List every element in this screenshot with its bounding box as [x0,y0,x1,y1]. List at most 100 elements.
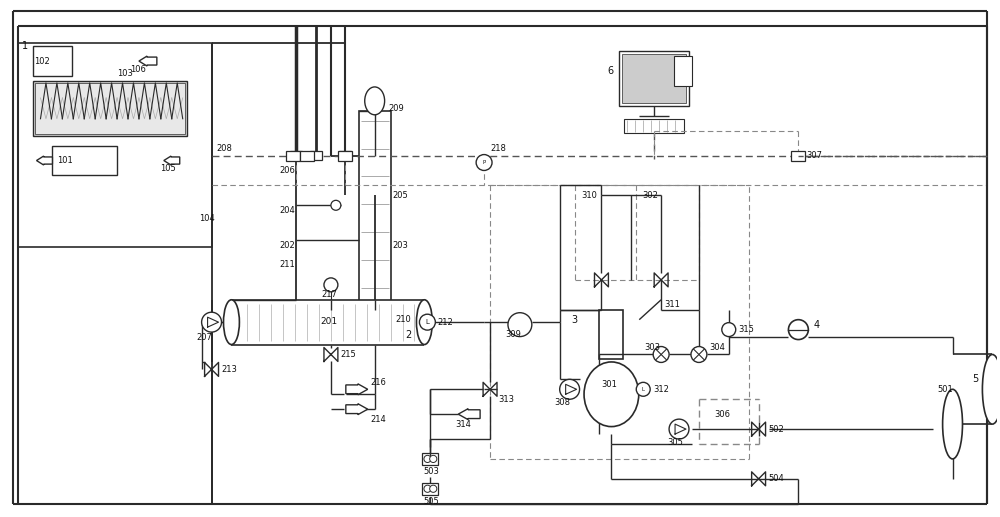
Text: 501: 501 [938,385,953,394]
Text: 314: 314 [455,420,471,429]
Text: 306: 306 [714,409,730,419]
Text: 315: 315 [739,325,755,334]
Polygon shape [37,156,52,165]
Bar [286,150,300,161]
Bar [231,300,424,344]
Circle shape [424,455,431,463]
Text: 204: 204 [279,206,295,215]
Ellipse shape [943,389,963,459]
Circle shape [669,419,689,439]
Text: 106: 106 [130,65,146,73]
Text: 202: 202 [279,240,295,250]
Bar [18,43,212,247]
Text: P: P [482,160,486,165]
Text: 105: 105 [160,164,176,173]
Text: L: L [642,387,645,392]
Bar [599,310,623,359]
Bar [622,54,686,103]
Text: 5: 5 [972,374,979,384]
Circle shape [430,455,437,463]
Text: 212: 212 [437,317,453,327]
Ellipse shape [416,300,432,344]
Bar [619,51,689,106]
Text: 1: 1 [22,41,28,51]
Text: 206: 206 [279,166,295,175]
Text: 209: 209 [389,104,404,113]
Text: 101: 101 [57,156,73,165]
Text: 504: 504 [769,474,784,483]
Circle shape [476,155,492,171]
Text: 102: 102 [35,56,50,66]
Text: 103: 103 [117,69,133,79]
Text: 301: 301 [601,380,617,389]
Circle shape [419,314,435,330]
Polygon shape [139,56,157,66]
Bar [339,151,351,160]
Text: 215: 215 [341,350,357,359]
Text: 305: 305 [667,437,683,447]
Text: 312: 312 [653,385,669,394]
Circle shape [324,278,338,292]
Text: 208: 208 [217,144,232,153]
Text: 307: 307 [806,151,822,160]
Text: 302: 302 [642,191,658,200]
Text: 213: 213 [222,365,237,374]
Text: 6: 6 [607,66,614,76]
Polygon shape [164,156,180,165]
Bar [300,150,314,161]
Bar [290,151,302,160]
Bar [624,119,684,133]
Circle shape [691,346,707,362]
Text: 503: 503 [423,467,439,476]
Bar [674,56,692,86]
Bar [791,150,805,161]
Bar [35,83,185,134]
Text: 211: 211 [279,261,295,269]
Bar [953,355,992,424]
Circle shape [430,485,437,492]
Bar [359,111,391,310]
Text: 310: 310 [582,191,597,200]
Bar [422,453,438,465]
Ellipse shape [365,87,385,115]
Text: 201: 201 [320,317,337,326]
Text: 216: 216 [371,378,387,387]
Bar [422,483,438,495]
Ellipse shape [982,355,1000,424]
Text: 3: 3 [572,315,578,325]
Bar [310,151,322,160]
Text: L: L [425,319,429,325]
Text: 203: 203 [393,240,408,250]
Circle shape [722,323,736,337]
Text: 313: 313 [498,395,514,404]
Text: 104: 104 [199,214,214,223]
Text: 311: 311 [664,300,680,309]
Bar [33,81,187,135]
Circle shape [508,313,532,337]
Polygon shape [346,404,368,415]
Text: 304: 304 [709,343,725,352]
Circle shape [331,200,341,210]
Ellipse shape [584,362,639,427]
Bar [338,150,352,161]
Text: 217: 217 [321,291,337,299]
Text: 205: 205 [393,191,408,200]
Text: 218: 218 [490,144,506,153]
Text: 207: 207 [197,332,213,342]
Circle shape [424,485,431,492]
Text: 309: 309 [505,330,521,339]
Bar [52,146,117,175]
Text: 303: 303 [644,343,660,352]
Text: 308: 308 [555,398,571,407]
Text: 210: 210 [396,315,411,324]
Text: 4: 4 [813,320,819,330]
Text: 214: 214 [371,415,386,423]
Bar [33,46,72,76]
Circle shape [202,312,222,332]
Polygon shape [346,384,368,395]
Circle shape [636,383,650,396]
Circle shape [560,379,580,399]
Text: 505: 505 [423,497,439,506]
Polygon shape [458,409,480,420]
Text: 2: 2 [406,330,412,340]
